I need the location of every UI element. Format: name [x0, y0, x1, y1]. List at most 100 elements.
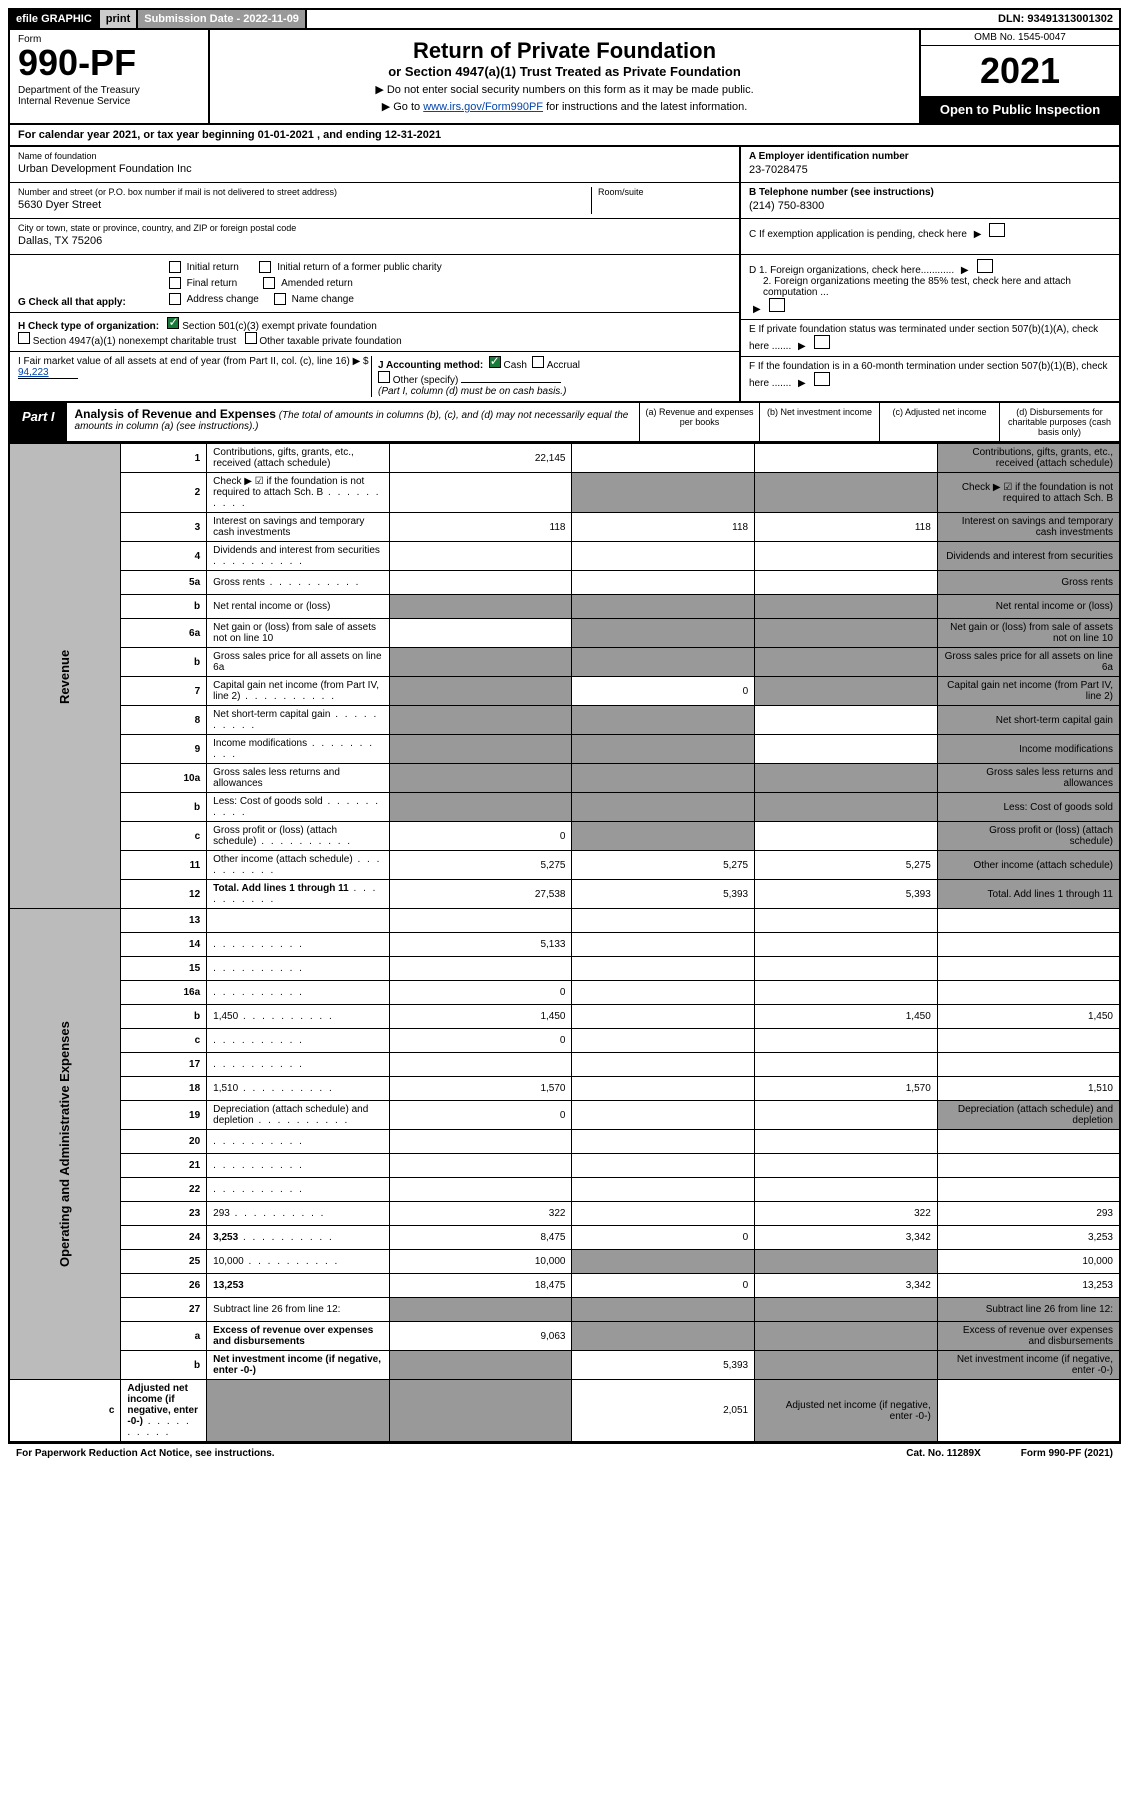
- cell-12-d: Total. Add lines 1 through 11: [937, 880, 1120, 909]
- cell-25-b: [572, 1250, 755, 1274]
- cell-20-d: [937, 1130, 1120, 1154]
- row-desc-4: Dividends and interest from securities: [207, 542, 390, 571]
- exemption-pending-checkbox[interactable]: [989, 223, 1005, 237]
- row-desc-b: 1,450: [207, 1005, 390, 1029]
- cell-11-c: 5,275: [755, 851, 938, 880]
- city-label: City or town, state or province, country…: [18, 223, 731, 233]
- cell-3-d: Interest on savings and temporary cash i…: [937, 513, 1120, 542]
- cell-b-c: 1,450: [755, 1005, 938, 1029]
- cell-20-b: [572, 1130, 755, 1154]
- cell-8-b: [572, 706, 755, 735]
- cell-26-a: 18,475: [389, 1274, 572, 1298]
- row-desc-12: Total. Add lines 1 through 11: [207, 880, 390, 909]
- 501c3-checkbox[interactable]: [167, 317, 179, 329]
- cell-9-c: [755, 735, 938, 764]
- cell-10a-a: [389, 764, 572, 793]
- cell-14-d: [937, 933, 1120, 957]
- cell-8-c: [755, 706, 938, 735]
- row-desc-11: Other income (attach schedule): [207, 851, 390, 880]
- cell-b-d: Gross sales price for all assets on line…: [937, 648, 1120, 677]
- row-desc-21: [207, 1154, 390, 1178]
- cell-c-b: [572, 822, 755, 851]
- cell-a-d: Excess of revenue over expenses and disb…: [937, 1322, 1120, 1351]
- other-method-checkbox[interactable]: [378, 371, 390, 383]
- row-num-16a: 16a: [121, 981, 207, 1005]
- row-19: 19 Depreciation (attach schedule) and de…: [9, 1101, 1120, 1130]
- other-taxable-checkbox[interactable]: [245, 332, 257, 344]
- row-desc-c: [207, 1029, 390, 1053]
- form-note1: ▶ Do not enter social security numbers o…: [218, 83, 911, 96]
- cell-16a-d: [937, 981, 1120, 1005]
- 4947a1-checkbox[interactable]: [18, 332, 30, 344]
- cell-2-b: [572, 473, 755, 513]
- cell-13-b: [572, 909, 755, 933]
- 60month-checkbox[interactable]: [814, 372, 830, 386]
- row-num-b: b: [121, 648, 207, 677]
- cell-b-b: [572, 648, 755, 677]
- cell-b-b: 5,393: [572, 1351, 755, 1380]
- part1-label: Part I: [10, 403, 67, 441]
- cell-c-c: [755, 822, 938, 851]
- address-change-checkbox[interactable]: [169, 293, 181, 305]
- row-num-2: 2: [121, 473, 207, 513]
- fmv-value[interactable]: 94,223: [18, 367, 78, 379]
- row-desc-a: Excess of revenue over expenses and disb…: [207, 1322, 390, 1351]
- cell-22-c: [755, 1178, 938, 1202]
- row-desc-3: Interest on savings and temporary cash i…: [207, 513, 390, 542]
- cell-19-b: [572, 1101, 755, 1130]
- cell-26-c: 3,342: [755, 1274, 938, 1298]
- row-num-b: b: [121, 1351, 207, 1380]
- row-b: b 1,450 1,4501,4501,450: [9, 1005, 1120, 1029]
- status-terminated-checkbox[interactable]: [814, 335, 830, 349]
- foreign-org-checkbox[interactable]: [977, 259, 993, 273]
- cell-1-d: Contributions, gifts, grants, etc., rece…: [937, 444, 1120, 473]
- cell-25-a: 10,000: [389, 1250, 572, 1274]
- cell-22-a: [389, 1178, 572, 1202]
- cell-6a-c: [755, 619, 938, 648]
- cell-3-c: 118: [755, 513, 938, 542]
- cell-19-d: Depreciation (attach schedule) and deple…: [937, 1101, 1120, 1130]
- print-button[interactable]: print: [100, 10, 138, 28]
- row-num-1: 1: [121, 444, 207, 473]
- col-a-header: (a) Revenue and expenses per books: [639, 403, 759, 441]
- cell-17-a: [389, 1053, 572, 1077]
- cell-16a-a: 0: [389, 981, 572, 1005]
- cell-27-b: [572, 1298, 755, 1322]
- row-desc-2: Check ▶ ☑ if the foundation is not requi…: [207, 473, 390, 513]
- row-num-8: 8: [121, 706, 207, 735]
- row-num-b: b: [121, 595, 207, 619]
- footer-left: For Paperwork Reduction Act Notice, see …: [16, 1448, 275, 1459]
- row-num-22: 22: [121, 1178, 207, 1202]
- row-desc-1: Contributions, gifts, grants, etc., rece…: [207, 444, 390, 473]
- row-desc-27: Subtract line 26 from line 12:: [207, 1298, 390, 1322]
- instructions-link[interactable]: www.irs.gov/Form990PF: [423, 101, 543, 113]
- final-return-checkbox[interactable]: [169, 277, 181, 289]
- cell-1-b: [572, 444, 755, 473]
- initial-former-checkbox[interactable]: [259, 261, 271, 273]
- cash-checkbox[interactable]: [489, 356, 501, 368]
- row-22: 22: [9, 1178, 1120, 1202]
- cell-11-b: 5,275: [572, 851, 755, 880]
- row-num-20: 20: [121, 1130, 207, 1154]
- row-num-6a: 6a: [121, 619, 207, 648]
- row-8: 8 Net short-term capital gain Net short-…: [9, 706, 1120, 735]
- cell-13-d: [937, 909, 1120, 933]
- name-change-checkbox[interactable]: [274, 293, 286, 305]
- cell-26-b: 0: [572, 1274, 755, 1298]
- accrual-checkbox[interactable]: [532, 356, 544, 368]
- row-num-23: 23: [121, 1202, 207, 1226]
- omb-number: OMB No. 1545-0047: [921, 30, 1119, 46]
- cell-16a-b: [572, 981, 755, 1005]
- row-num-c: c: [9, 1380, 121, 1443]
- initial-return-checkbox[interactable]: [169, 261, 181, 273]
- cell-c-a: 0: [389, 822, 572, 851]
- amended-return-checkbox[interactable]: [263, 277, 275, 289]
- cell-20-a: [389, 1130, 572, 1154]
- foreign-85-checkbox[interactable]: [769, 298, 785, 312]
- cell-15-c: [755, 957, 938, 981]
- row-26: 26 13,253 18,47503,34213,253: [9, 1274, 1120, 1298]
- cell-14-b: [572, 933, 755, 957]
- cell-5a-b: [572, 571, 755, 595]
- row-num-a: a: [121, 1322, 207, 1351]
- row-21: 21: [9, 1154, 1120, 1178]
